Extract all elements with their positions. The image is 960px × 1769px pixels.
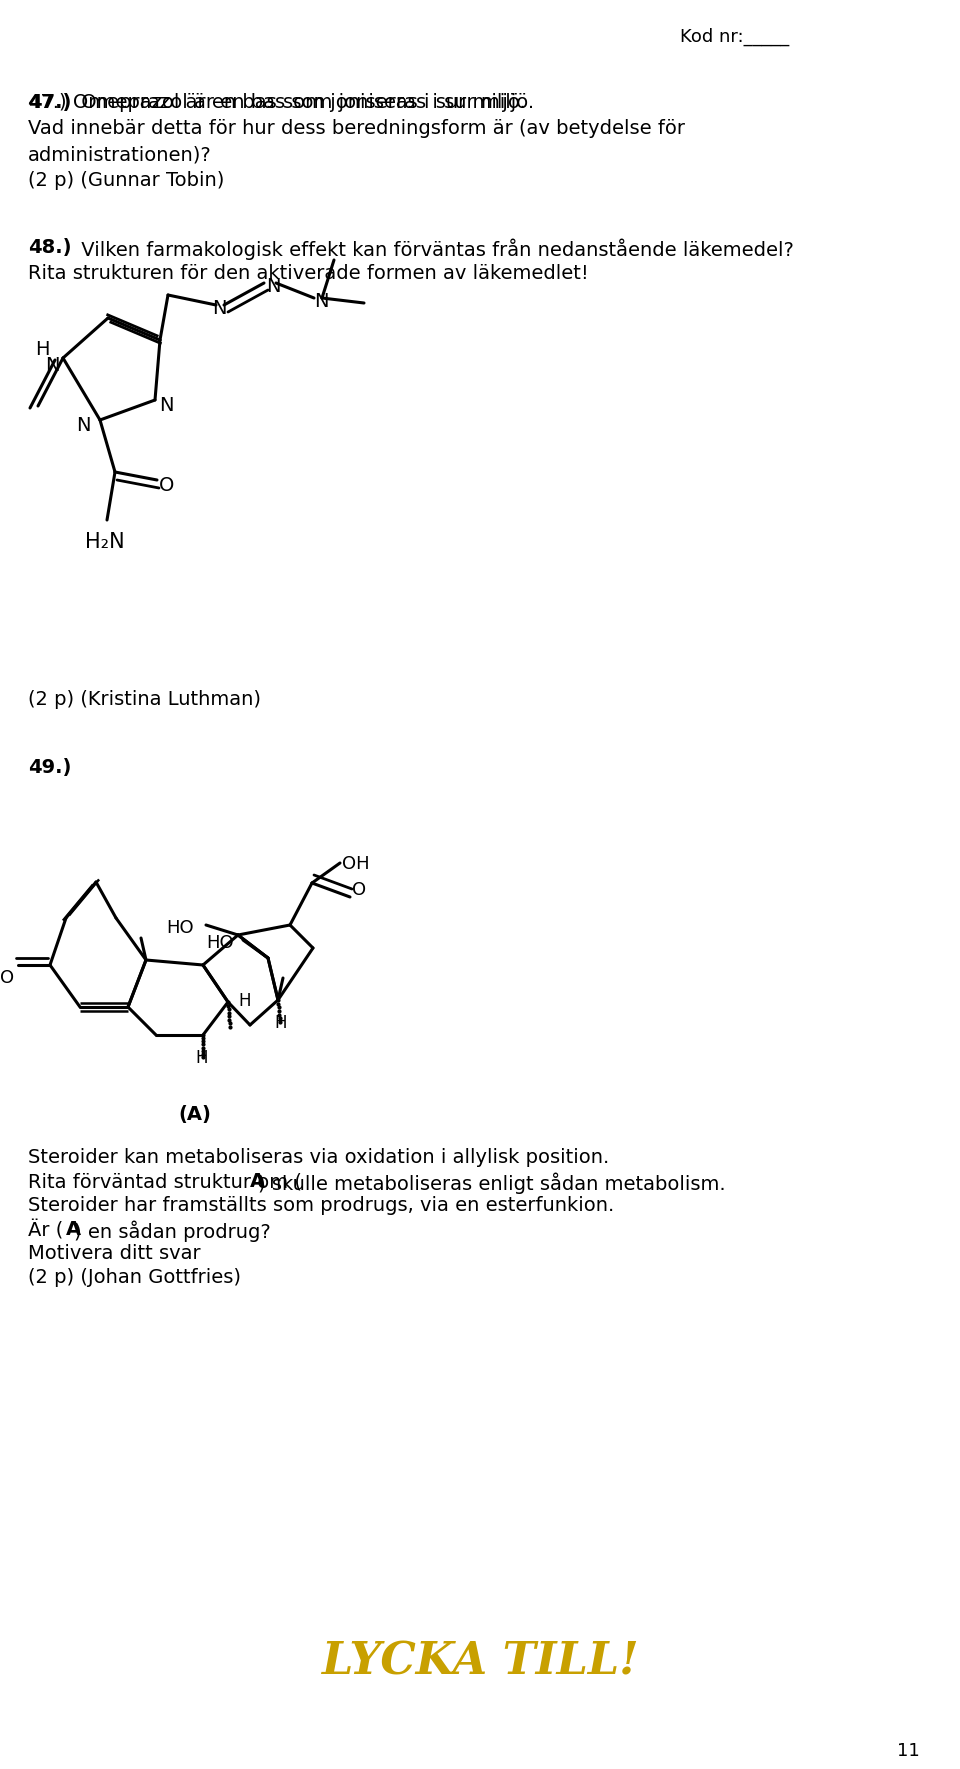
Text: O: O: [0, 969, 14, 987]
Text: H: H: [238, 992, 251, 1010]
Text: (2 p) (Gunnar Tobin): (2 p) (Gunnar Tobin): [28, 172, 225, 189]
Text: Steroider kan metaboliseras via oxidation i allylisk position.: Steroider kan metaboliseras via oxidatio…: [28, 1148, 610, 1168]
Text: ) en sådan prodrug?: ) en sådan prodrug?: [74, 1221, 271, 1242]
Text: N: N: [212, 299, 227, 318]
Text: 47.): 47.): [28, 94, 71, 111]
Text: (A): (A): [179, 1106, 211, 1123]
Text: LYCKA TILL!: LYCKA TILL!: [322, 1640, 638, 1682]
Text: Kod nr:_____: Kod nr:_____: [680, 28, 789, 46]
Text: N: N: [45, 356, 60, 375]
Text: (2 p) (Johan Gottfries): (2 p) (Johan Gottfries): [28, 1268, 241, 1288]
Text: H: H: [35, 340, 50, 359]
Text: (2 p) (Kristina Luthman): (2 p) (Kristina Luthman): [28, 690, 261, 709]
Text: Rita förväntad struktur om (: Rita förväntad struktur om (: [28, 1173, 301, 1191]
Text: H₂N: H₂N: [85, 532, 125, 552]
Text: H: H: [274, 1014, 286, 1031]
Text: Steroider har framställts som prodrugs, via en esterfunkion.: Steroider har framställts som prodrugs, …: [28, 1196, 614, 1215]
Text: N: N: [266, 278, 280, 295]
Text: Omeprazol är en bas som joniseras i sur miljö.: Omeprazol är en bas som joniseras i sur …: [75, 94, 534, 111]
Text: HO: HO: [206, 934, 233, 952]
Text: O: O: [159, 476, 175, 495]
Text: 47.) Omeprazol är en bas som joniseras i sur miljö.: 47.) Omeprazol är en bas som joniseras i…: [28, 94, 526, 111]
Text: Vilken farmakologisk effekt kan förväntas från nedanstående läkemedel?: Vilken farmakologisk effekt kan förvänta…: [75, 239, 794, 260]
Text: A: A: [250, 1173, 265, 1191]
Text: N: N: [76, 416, 90, 435]
Text: A: A: [66, 1221, 82, 1238]
Text: O: O: [352, 881, 366, 899]
Text: Är (: Är (: [28, 1221, 63, 1240]
Text: 49.): 49.): [28, 757, 71, 777]
Text: HO: HO: [166, 920, 194, 938]
Text: Vad innebär detta för hur dess beredningsform är (av betydelse för: Vad innebär detta för hur dess beredning…: [28, 119, 685, 138]
Text: OH: OH: [342, 854, 370, 872]
Text: administrationen)?: administrationen)?: [28, 145, 212, 165]
Text: Rita strukturen för den aktiverade formen av läkemedlet!: Rita strukturen för den aktiverade forme…: [28, 264, 588, 283]
Text: 48.): 48.): [28, 239, 71, 257]
Text: H: H: [195, 1049, 207, 1067]
Text: 11: 11: [898, 1742, 920, 1760]
Text: Motivera ditt svar: Motivera ditt svar: [28, 1244, 201, 1263]
Text: ) skulle metaboliseras enligt sådan metabolism.: ) skulle metaboliseras enligt sådan meta…: [258, 1173, 726, 1194]
Text: N: N: [159, 396, 174, 416]
Text: N: N: [314, 292, 328, 311]
